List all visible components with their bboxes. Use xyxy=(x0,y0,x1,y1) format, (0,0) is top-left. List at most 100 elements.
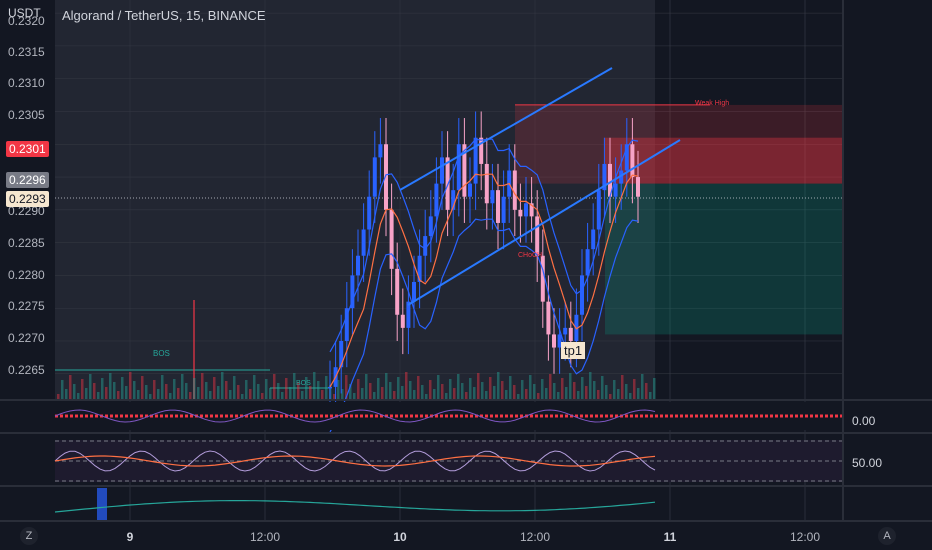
candle-body-47 xyxy=(591,229,596,250)
volume-bar-73 xyxy=(349,384,352,400)
volume-bar-27 xyxy=(165,384,168,400)
volume-bar-14 xyxy=(113,382,116,400)
volume-bar-41 xyxy=(221,372,224,400)
history-shade xyxy=(55,0,655,400)
a-button[interactable]: A xyxy=(878,527,896,545)
volume-bar-144 xyxy=(633,379,636,400)
volume-bar-35 xyxy=(197,387,200,400)
volume-bar-80 xyxy=(377,378,380,400)
volume-bar-19 xyxy=(133,381,136,400)
candle-body-41 xyxy=(557,334,562,348)
candle-body-35 xyxy=(524,203,528,217)
volume-bar-61 xyxy=(301,391,304,400)
volume-bar-110 xyxy=(497,372,500,400)
volume-bar-95 xyxy=(437,375,440,400)
price-label-9: 0.2275 xyxy=(8,299,45,313)
volume-bar-54 xyxy=(273,374,276,400)
volume-bar-112 xyxy=(505,390,508,400)
volume-bar-11 xyxy=(101,378,104,400)
candle-body-37 xyxy=(535,216,540,256)
volume-bar-130 xyxy=(577,391,580,400)
candle-body-55 xyxy=(636,177,640,197)
candle-body-8 xyxy=(372,157,377,197)
candle-body-9 xyxy=(378,144,383,158)
candle-body-36 xyxy=(529,203,534,217)
volume-bar-136 xyxy=(601,376,604,400)
price-label-6: 0.2290 xyxy=(8,204,45,218)
candle-body-3 xyxy=(344,308,349,341)
volume-bar-16 xyxy=(121,377,124,400)
candle-body-17 xyxy=(423,236,428,256)
volume-bar-39 xyxy=(213,377,216,400)
volume-bar-46 xyxy=(241,394,244,400)
volume-bar-22 xyxy=(145,385,148,400)
volume-bar-40 xyxy=(217,386,220,400)
candle-body-15 xyxy=(412,281,416,302)
volume-bar-3 xyxy=(69,375,72,400)
candle-body-14 xyxy=(406,301,411,328)
volume-bar-1 xyxy=(61,380,64,400)
candle-body-42 xyxy=(563,327,568,335)
candle-body-20 xyxy=(440,157,444,184)
volume-bar-90 xyxy=(417,376,420,400)
price-label-1: 0.2315 xyxy=(8,45,45,59)
time-label-2: 10 xyxy=(393,530,407,544)
volume-bar-55 xyxy=(277,383,280,400)
volume-bar-126 xyxy=(561,378,564,400)
candle-body-51 xyxy=(613,183,618,197)
volume-bar-57 xyxy=(285,378,288,400)
volume-bar-37 xyxy=(205,382,208,400)
time-label-5: 12:00 xyxy=(789,530,821,544)
volume-bar-43 xyxy=(229,390,232,400)
time-label-3: 12:00 xyxy=(519,530,551,544)
volume-bar-29 xyxy=(173,379,176,400)
candle-body-33 xyxy=(512,170,517,210)
volume-bar-142 xyxy=(625,384,628,400)
volume-bar-79 xyxy=(373,392,376,400)
volume-bar-52 xyxy=(265,379,268,400)
volume-bar-137 xyxy=(605,385,608,400)
volume-bar-32 xyxy=(185,383,188,400)
price-label-0: 0.2320 xyxy=(8,14,45,28)
candle-body-13 xyxy=(400,314,405,328)
currency-label: USDT xyxy=(8,6,41,20)
candle-body-40 xyxy=(552,334,556,348)
volume-bar-102 xyxy=(465,392,468,400)
volume-bar-67 xyxy=(325,376,328,400)
osc1-line xyxy=(54,409,656,423)
volume-bar-97 xyxy=(445,393,448,400)
volume-bar-82 xyxy=(385,373,388,400)
volume-bar-108 xyxy=(489,377,492,400)
volume-bar-101 xyxy=(461,383,464,400)
volume-bar-139 xyxy=(613,380,616,400)
z-button[interactable]: Z xyxy=(20,527,38,545)
volume-bar-115 xyxy=(517,394,520,400)
weak-high-label: Weak High xyxy=(695,100,730,107)
price-label-8: 0.2280 xyxy=(8,268,45,282)
volume-bar-4 xyxy=(73,384,76,400)
candle-body-16 xyxy=(417,255,422,282)
volume-bar-113 xyxy=(509,376,512,400)
volume-bar-111 xyxy=(501,381,504,400)
osc2-value: 50.00 xyxy=(852,456,883,470)
candle-body-50 xyxy=(608,163,612,197)
volume-bar-124 xyxy=(553,383,556,400)
candle-body-0 xyxy=(328,386,332,389)
bos-label-1: BOS xyxy=(153,349,170,358)
volume-bar-2 xyxy=(65,389,68,400)
volume-bar-12 xyxy=(105,387,108,400)
symbol-title[interactable]: Algorand / TetherUS, 15, BINANCE xyxy=(62,8,266,23)
volume-bar-128 xyxy=(569,373,572,400)
osc1-bg xyxy=(55,402,842,430)
volume-bar-134 xyxy=(593,381,596,400)
lower-band xyxy=(329,218,639,433)
price-label-10: 0.2270 xyxy=(8,331,45,345)
volume-bar-33 xyxy=(189,392,192,400)
volume-bar-25 xyxy=(157,389,160,400)
volume-bar-83 xyxy=(389,382,392,400)
moving-average-line xyxy=(329,173,639,388)
volume-bar-133 xyxy=(589,372,592,400)
candle-body-43 xyxy=(568,327,573,341)
osc2-signal xyxy=(54,455,656,467)
